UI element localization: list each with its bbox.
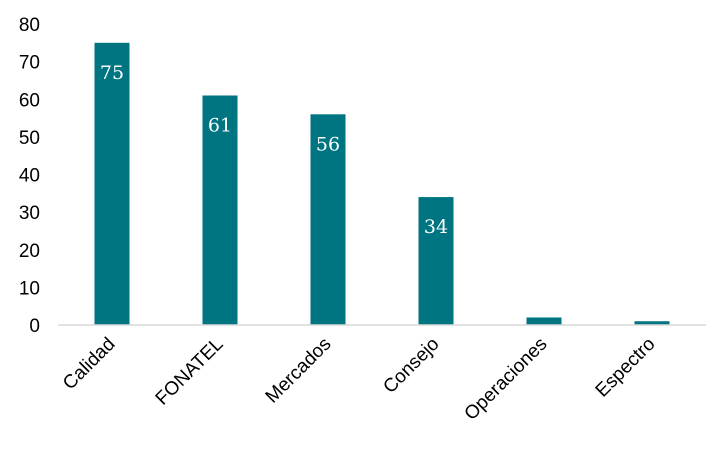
y-tick-label: 70 xyxy=(19,53,40,74)
x-category-label: Calidad xyxy=(59,334,119,394)
bar xyxy=(526,317,562,325)
y-tick-label: 20 xyxy=(19,241,40,262)
y-tick-label: 50 xyxy=(19,128,40,149)
bar xyxy=(202,95,238,325)
y-tick-label: 0 xyxy=(29,316,40,337)
x-axis-labels: Calidad FONATEL Mercados Consejo Operaciones… xyxy=(59,334,659,425)
x-category-label: FONATEL xyxy=(152,334,228,410)
y-tick-label: 30 xyxy=(19,203,40,224)
data-label: 75 xyxy=(100,62,124,84)
y-tick-label: 80 xyxy=(19,15,40,36)
data-labels: 75 61 56 34 xyxy=(100,62,448,238)
y-tick-label: 10 xyxy=(19,278,40,299)
data-label: 34 xyxy=(424,216,448,238)
data-label: 61 xyxy=(208,114,232,136)
bars xyxy=(94,42,670,325)
data-label: 56 xyxy=(316,133,340,155)
bar xyxy=(310,114,346,325)
x-category-label: Consejo xyxy=(379,334,443,398)
x-category-label: Espectro xyxy=(592,334,660,402)
x-category-label: Mercados xyxy=(262,334,336,408)
bar xyxy=(634,321,670,325)
x-category-label: Operaciones xyxy=(461,334,552,425)
y-axis-ticks: 0 10 20 30 40 50 60 70 80 xyxy=(19,15,40,337)
y-tick-label: 40 xyxy=(19,166,40,187)
bar xyxy=(94,42,130,325)
y-tick-label: 60 xyxy=(19,90,40,111)
bar xyxy=(418,197,454,325)
